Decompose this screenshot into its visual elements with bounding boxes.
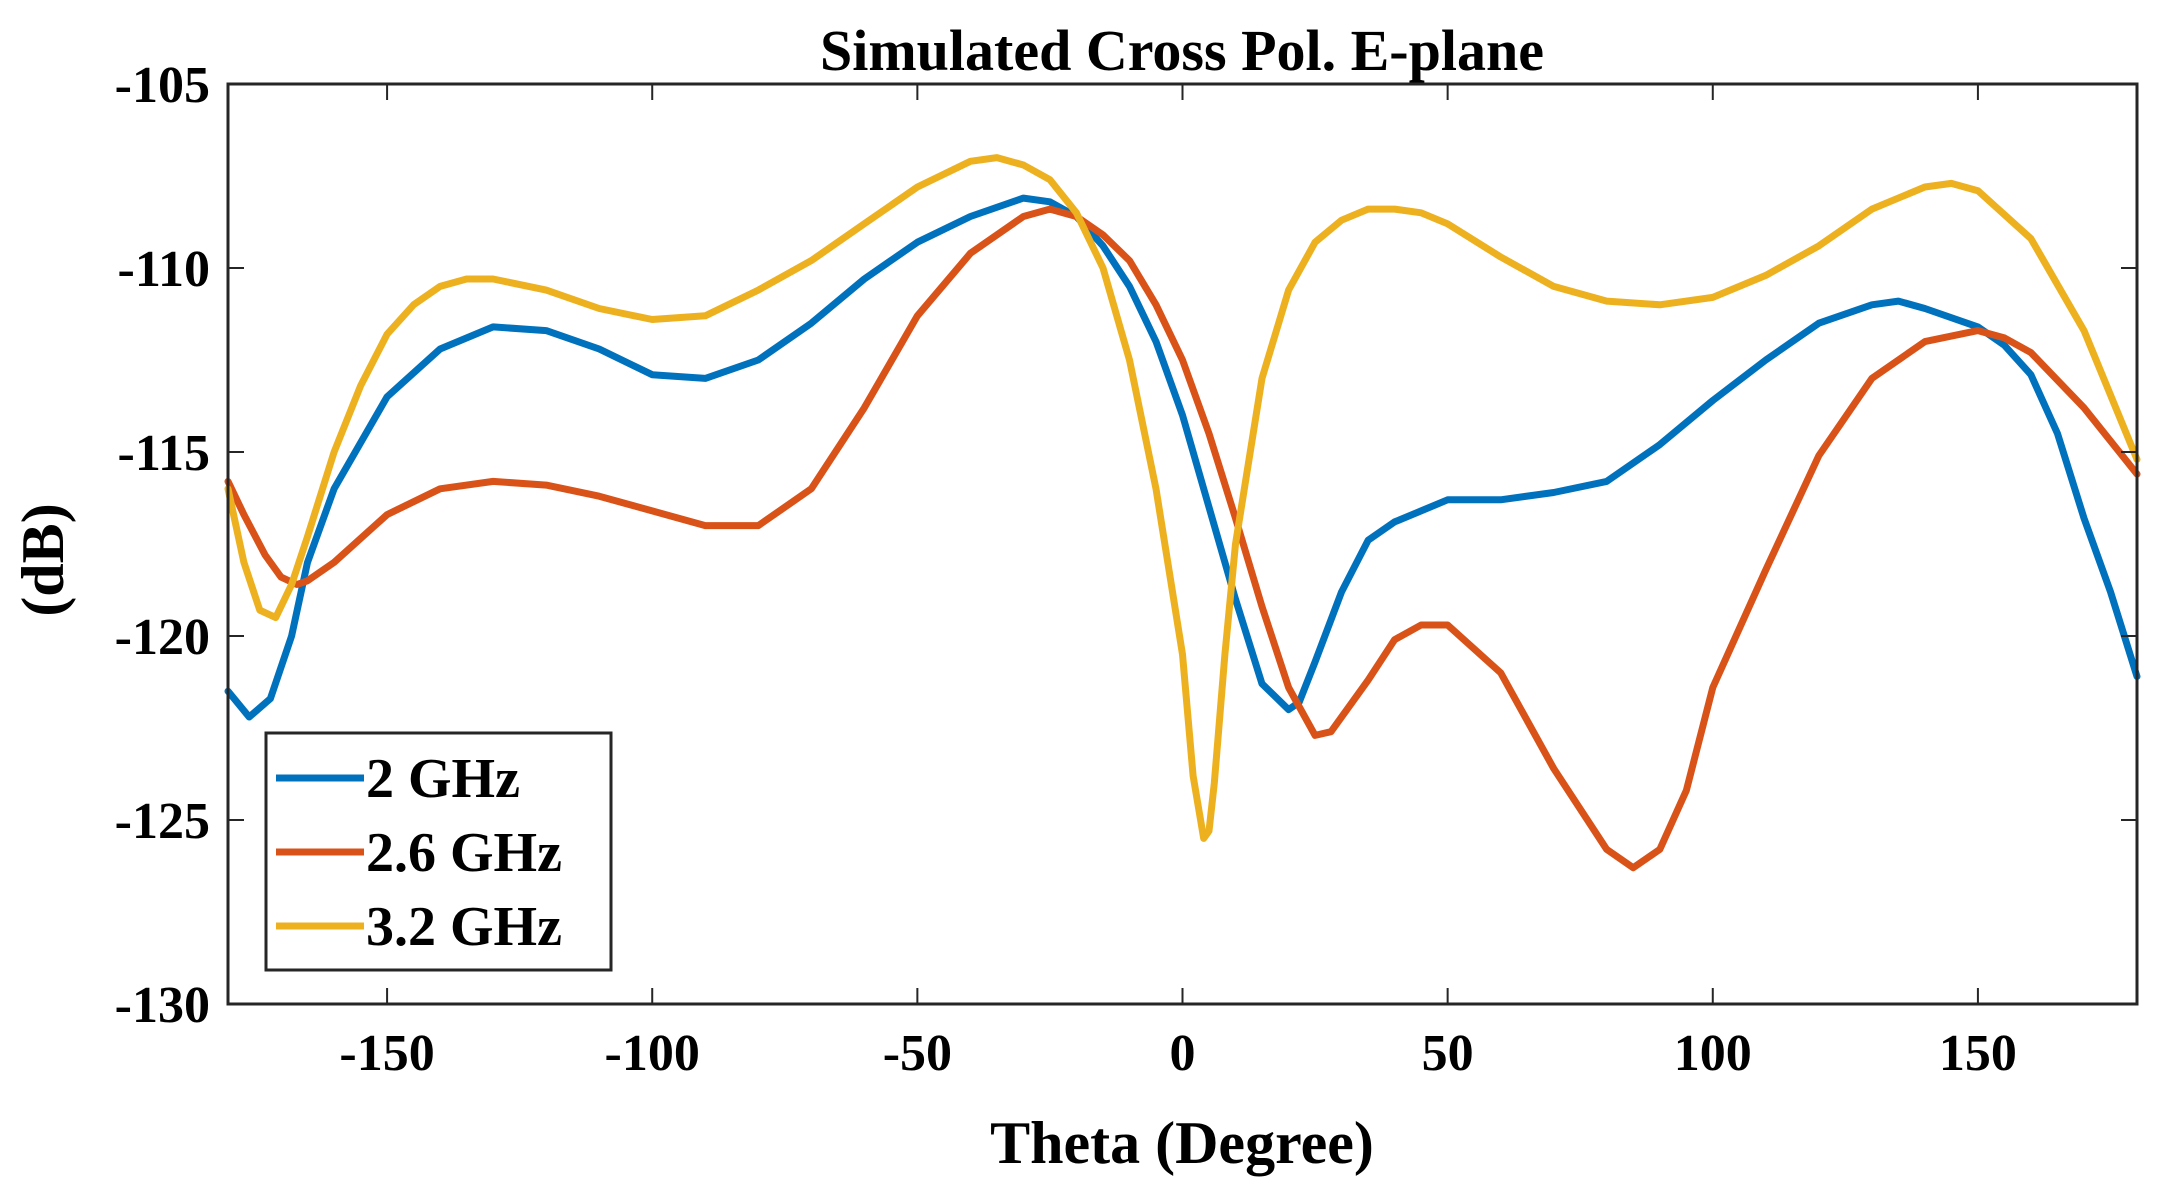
x-tick-label: 0 <box>1170 1025 1196 1082</box>
x-axis-label: Theta (Degree) <box>990 1110 1374 1176</box>
x-tick-label: -100 <box>605 1025 700 1082</box>
x-tick-label: 50 <box>1422 1025 1474 1082</box>
legend-entry: 3.2 GHz <box>366 896 562 958</box>
legend: 2 GHz 2.6 GHz 3.2 GHz <box>264 731 613 972</box>
x-tick-label: 100 <box>1674 1025 1752 1082</box>
series-line-2 <box>224 205 2141 872</box>
x-tick-label: -50 <box>883 1025 952 1082</box>
y-tick-label: -110 <box>118 241 210 298</box>
y-tick-label: -120 <box>115 609 210 666</box>
series-line-1 <box>224 194 2141 721</box>
x-tick-label: 150 <box>1939 1025 2017 1082</box>
y-tick-label: -130 <box>115 977 210 1034</box>
x-tick-label: -150 <box>339 1025 434 1082</box>
x-axis: -150 -100 -50 0 50 100 150 <box>339 84 2017 1082</box>
y-tick-label: -125 <box>115 793 210 850</box>
chart-title: Simulated Cross Pol. E-plane <box>820 18 1544 83</box>
y-axis: -105 -110 -115 -120 -125 -130 <box>115 57 2137 1034</box>
series-line-3 <box>224 154 2141 842</box>
legend-entry: 2.6 GHz <box>366 822 562 884</box>
y-tick-label: -105 <box>115 57 210 114</box>
y-axis-label: (dB) <box>10 503 76 616</box>
legend-entry: 2 GHz <box>366 748 520 810</box>
y-tick-label: -115 <box>118 425 210 482</box>
